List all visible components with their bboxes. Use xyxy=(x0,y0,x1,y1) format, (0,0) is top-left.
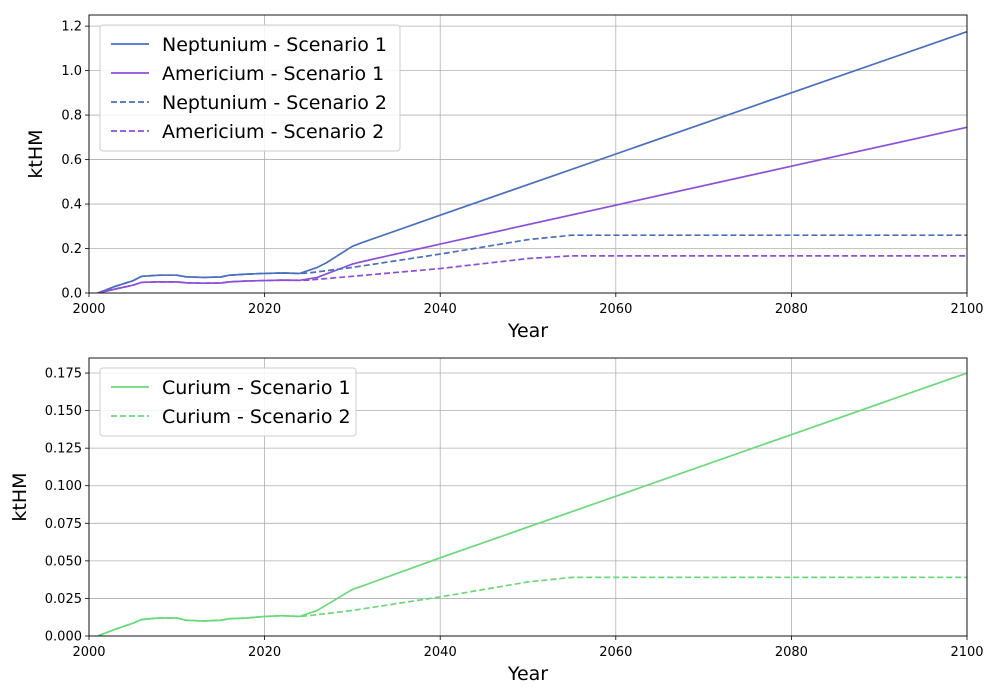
x-tick-label: 2020 xyxy=(248,645,281,660)
x-tick-label: 2020 xyxy=(248,302,281,317)
legend: Neptunium - Scenario 1 Americium - Scenar… xyxy=(99,24,401,152)
legend-label: Americium - Scenario 2 xyxy=(162,121,384,143)
y-tick-label: 0.4 xyxy=(61,198,82,213)
x-tick-label: 2000 xyxy=(72,645,105,660)
legend: Curium - Scenario 1 Curium - Scenario 2 xyxy=(99,367,357,437)
y-tick-label: 0.050 xyxy=(45,554,82,569)
series-line-americium-scenario-1 xyxy=(97,126,967,293)
y-tick-label: 0.0 xyxy=(61,287,82,302)
y-tick-label: 0.8 xyxy=(61,109,82,124)
x-tick-label: 2060 xyxy=(599,645,632,660)
series-line-curium-scenario-2 xyxy=(97,576,967,636)
y-tick-label: 0.175 xyxy=(45,367,82,382)
x-axis-label: Year xyxy=(507,663,548,685)
chart-panel-1: 2000 2020 2040 2060 2080 2100 0.0 0.2 0.4 0.6 0.8 1… xyxy=(25,14,984,342)
y-tick-label: 0.075 xyxy=(45,517,82,532)
x-tick-label: 2100 xyxy=(950,302,983,317)
x-tick-label: 2100 xyxy=(950,645,983,660)
y-tick-label: 0.025 xyxy=(45,592,82,607)
series-line-neptunium-scenario-2 xyxy=(97,234,967,293)
y-axis-label: ktHM xyxy=(25,129,47,178)
y-tick-label: 0.2 xyxy=(61,242,82,257)
legend-box xyxy=(99,367,357,437)
series-line-americium-scenario-2 xyxy=(97,255,967,293)
legend-label: Neptunium - Scenario 1 xyxy=(162,34,387,56)
y-tick-label: 0.150 xyxy=(45,404,82,419)
x-tick-label: 2080 xyxy=(775,302,808,317)
legend-box xyxy=(99,24,401,152)
legend-label: Curium - Scenario 1 xyxy=(162,377,351,399)
plot-frame xyxy=(88,14,968,294)
x-axis-label: Year xyxy=(507,320,548,342)
x-tick-label: 2040 xyxy=(424,302,457,317)
chart-panel-2: 2000 2020 2040 2060 2080 2100 0.000 0.025 0.050 0… xyxy=(9,357,984,685)
x-tick-label: 2000 xyxy=(72,302,105,317)
x-tick-label: 2080 xyxy=(775,645,808,660)
legend-label: Neptunium - Scenario 2 xyxy=(162,92,387,114)
plot-frame xyxy=(88,357,968,637)
x-tick-label: 2060 xyxy=(599,302,632,317)
y-tick-label: 0.125 xyxy=(45,442,82,457)
legend-label: Americium - Scenario 1 xyxy=(162,63,384,85)
y-tick-label: 0.100 xyxy=(45,479,82,494)
y-axis-label: ktHM xyxy=(9,472,31,521)
y-tick-label: 1.2 xyxy=(61,20,82,35)
y-tick-label: 0.000 xyxy=(45,630,82,645)
legend-label: Curium - Scenario 2 xyxy=(162,406,351,428)
x-tick-label: 2040 xyxy=(424,645,457,660)
y-tick-label: 1.0 xyxy=(61,64,82,79)
y-tick-label: 0.6 xyxy=(61,153,82,168)
